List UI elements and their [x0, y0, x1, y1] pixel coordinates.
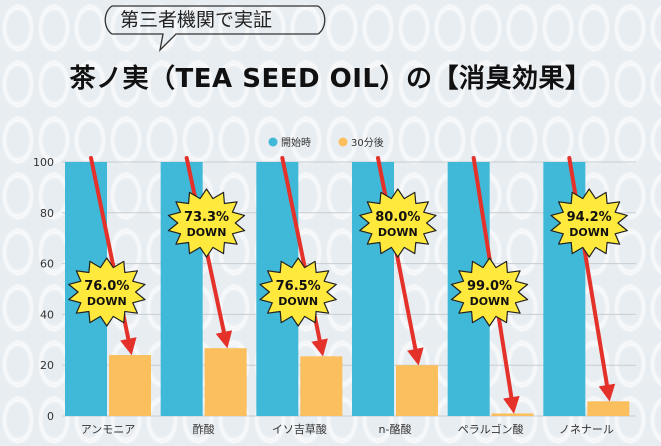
bar-after: [491, 413, 534, 416]
legend-label-start: 開始時: [281, 136, 311, 149]
y-tick-label: 0: [47, 410, 54, 423]
legend-swatch-after: [338, 137, 348, 147]
reduction-down-label: DOWN: [87, 295, 127, 308]
chart-subtitle: 第三者機関で実証: [120, 9, 273, 31]
reduction-down-label: DOWN: [470, 295, 510, 308]
y-tick-label: 80: [40, 207, 54, 220]
category-label: ノネナール: [559, 423, 614, 436]
reduction-down-label: DOWN: [569, 226, 609, 239]
reduction-arrow: [376, 156, 424, 366]
bar-after: [109, 355, 151, 416]
y-tick-label: 100: [33, 156, 54, 169]
chart-title: 茶ノ実（TEA SEED OIL）の【消臭効果】: [69, 64, 592, 94]
category-label: n-酪酸: [379, 422, 412, 436]
subtitle-callout-bubble: [104, 5, 326, 52]
reduction-down-label: DOWN: [378, 226, 418, 239]
legend-label-after: 30分後: [351, 136, 384, 149]
reduction-badge: [167, 188, 246, 258]
y-tick-label: 40: [40, 308, 54, 321]
reduction-percent: 73.3%: [184, 210, 229, 225]
bar-after: [300, 356, 343, 416]
category-label: アンモニア: [81, 423, 136, 436]
y-tick-label: 60: [40, 258, 54, 271]
bar-after: [204, 348, 247, 416]
reduction-badge: [550, 188, 628, 258]
reduction-down-label: DOWN: [187, 226, 227, 239]
bar-after: [396, 365, 438, 416]
reduction-percent: 76.5%: [276, 279, 321, 294]
reduction-down-label: DOWN: [278, 295, 318, 308]
reduction-badge: [450, 257, 529, 327]
reduction-percent: 94.2%: [567, 210, 612, 225]
reduction-badge: [359, 188, 437, 258]
reduction-percent: 99.0%: [467, 279, 512, 294]
reduction-percent: 80.0%: [375, 210, 420, 225]
reduction-badge: [259, 257, 337, 327]
category-label: ペラルゴン酸: [458, 422, 524, 436]
bar-after: [587, 401, 630, 416]
y-tick-label: 20: [40, 359, 54, 372]
reduction-percent: 76.0%: [84, 279, 129, 294]
legend-swatch-start: [268, 137, 278, 147]
category-label: イソ吉草酸: [272, 422, 327, 436]
category-label: 酢酸: [193, 422, 215, 436]
reduction-badge: [68, 257, 146, 327]
